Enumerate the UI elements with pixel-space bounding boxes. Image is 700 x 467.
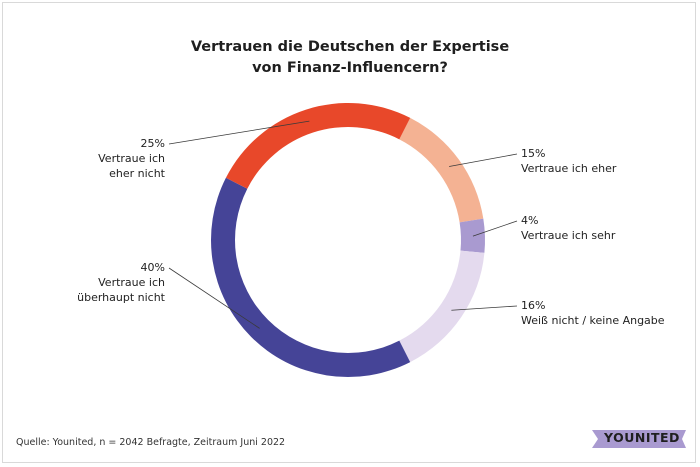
slice-percent-2: 4%: [521, 214, 539, 227]
slice-text-1-1: Vertraue ich eher: [521, 162, 617, 175]
slice-text-5-1: Vertraue ich: [98, 152, 165, 165]
chart-title-line-2: von Finanz-Influencern?: [252, 60, 448, 76]
leader-line-4: [168, 267, 260, 329]
slice-text-4-1: Vertraue ich: [98, 276, 165, 289]
donut-slice-3: [399, 250, 485, 363]
leader-line-2: [472, 220, 518, 237]
donut-slice-4: [211, 177, 411, 377]
donut-slice-2: [459, 218, 485, 253]
slice-label-2: 4% Vertraue ich sehr: [521, 213, 615, 243]
donut-slices: [211, 103, 485, 377]
slice-label-1: 15% Vertraue ich eher: [521, 146, 616, 176]
leader-line-3: [451, 305, 518, 311]
slice-label-4: 40% Vertraue ich überhaupt nicht: [77, 260, 165, 305]
slice-label-5: 25% Vertraue ich eher nicht: [98, 136, 165, 181]
chart-title: Vertrauen die Deutschen der Expertise vo…: [0, 37, 700, 79]
slice-percent-4: 40%: [140, 261, 165, 274]
donut-slice-5: [225, 103, 411, 189]
leader-line-1: [449, 153, 518, 167]
slice-text-2-1: Vertraue ich sehr: [521, 229, 616, 242]
leader-lines: [168, 120, 518, 329]
slice-text-3-1: Weiß nicht / keine Angabe: [521, 314, 665, 327]
slice-percent-1: 15%: [521, 147, 546, 160]
leader-line-5: [168, 120, 310, 145]
slice-text-5-2: eher nicht: [109, 167, 165, 180]
logo-ribbon-icon: [592, 430, 686, 448]
chart-frame: [2, 2, 696, 463]
slice-percent-5: 25%: [140, 137, 165, 150]
slice-label-3: 16% Weiß nicht / keine Angabe: [521, 298, 665, 328]
source-note: Quelle: Younited, n = 2042 Befragte, Zei…: [16, 437, 286, 448]
slice-text-4-2: überhaupt nicht: [77, 291, 165, 304]
younited-logo: YOUNITED: [590, 428, 690, 450]
logo-wordmark: YOUNITED: [604, 430, 680, 445]
donut-slice-1: [399, 117, 484, 223]
chart-title-line-1: Vertrauen die Deutschen der Expertise: [190, 39, 510, 55]
slice-percent-3: 16%: [521, 299, 546, 312]
